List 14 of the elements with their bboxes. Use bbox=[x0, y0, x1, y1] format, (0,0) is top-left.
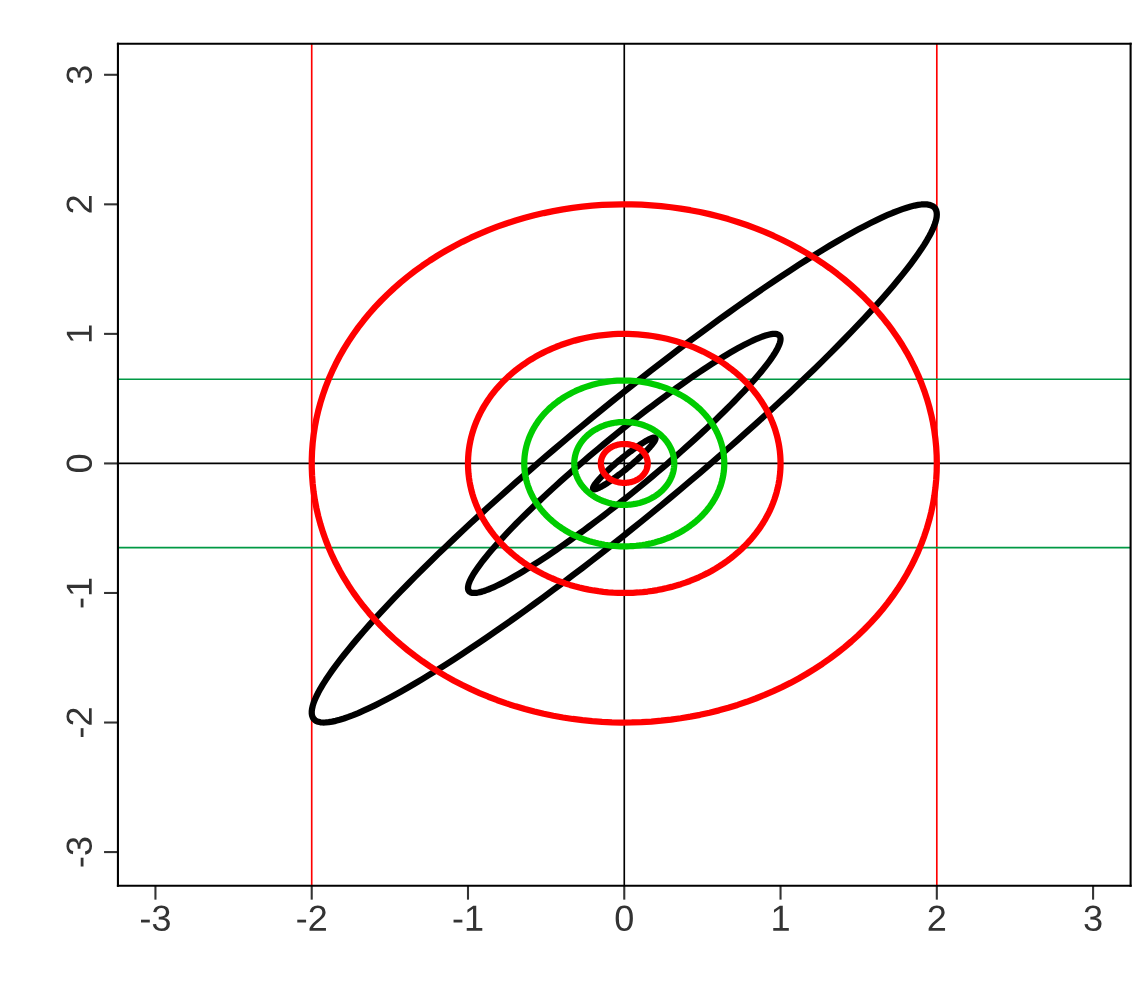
x-tick-label: 0 bbox=[615, 905, 633, 932]
x-tick-label: 3 bbox=[1084, 905, 1102, 932]
y-tick-label: -2 bbox=[66, 708, 92, 737]
x-tick-label: -1 bbox=[453, 905, 483, 931]
x-tick-label: 1 bbox=[773, 905, 789, 931]
x-tick-label: -2 bbox=[297, 905, 326, 931]
y-tick-label: 0 bbox=[66, 454, 93, 473]
y-tick-label: 1 bbox=[66, 325, 92, 342]
y-tick-label: 3 bbox=[66, 66, 93, 84]
x-tick-label: 2 bbox=[928, 905, 946, 931]
x-tick-label: -3 bbox=[140, 905, 170, 932]
y-tick-label: -1 bbox=[66, 578, 92, 608]
y-tick-label: 2 bbox=[66, 196, 92, 213]
y-tick-label: -3 bbox=[66, 837, 93, 867]
